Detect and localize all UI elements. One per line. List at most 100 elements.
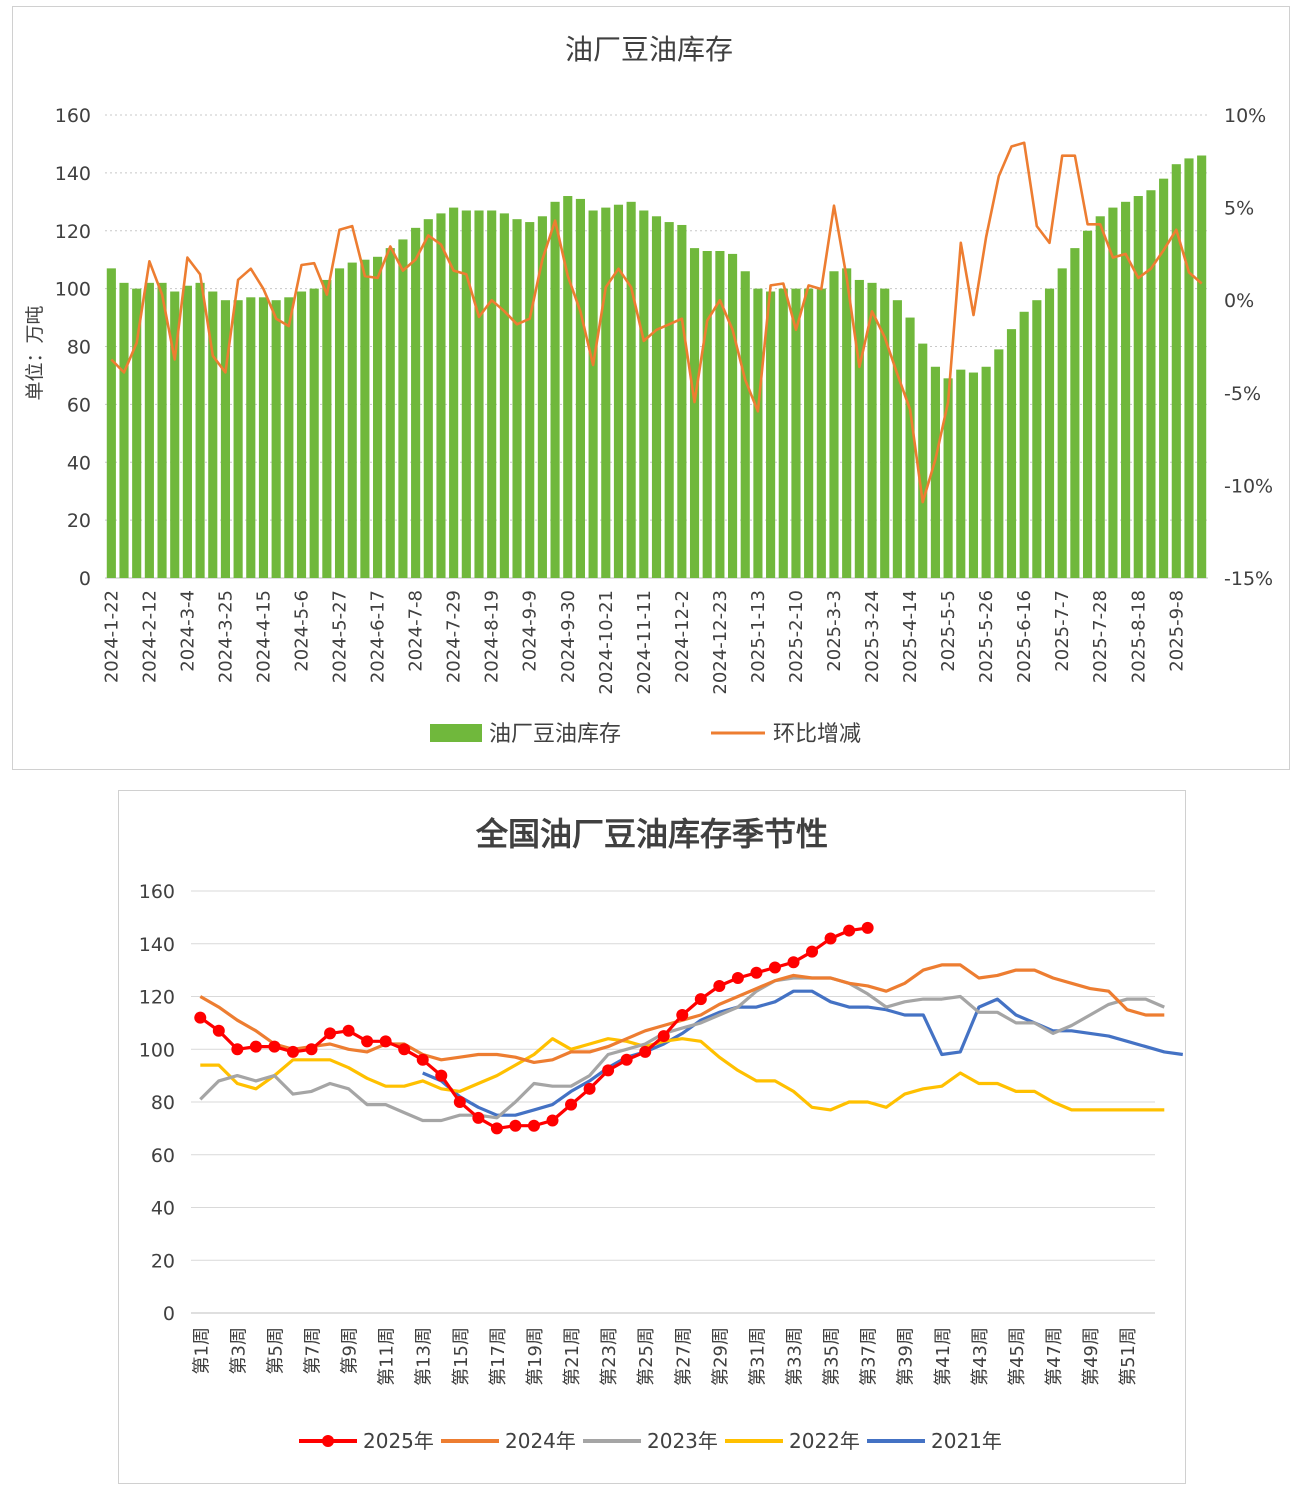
bar <box>233 300 243 578</box>
bar <box>373 256 383 578</box>
y2-tick-label: 0% <box>1224 290 1254 312</box>
bar <box>1146 190 1156 579</box>
bar <box>1044 288 1055 578</box>
chart-2-lines <box>194 921 1184 1135</box>
bar <box>296 291 307 578</box>
bar <box>715 251 725 578</box>
bar <box>550 201 560 578</box>
bar <box>182 285 192 578</box>
bar <box>411 227 421 578</box>
series-point-2025年 <box>416 1053 429 1066</box>
x-tick-label: 2025-2-10 <box>786 590 807 683</box>
bar <box>664 222 674 578</box>
bar <box>740 271 750 578</box>
bar <box>943 378 953 578</box>
x-tick-label: 2025-9-8 <box>1166 590 1187 672</box>
chart-1-legend: 油厂豆油库存 环比增减 <box>430 722 861 747</box>
bar <box>791 288 801 578</box>
legend-label-change: 环比增减 <box>773 722 861 747</box>
series-point-2025年 <box>194 1011 207 1024</box>
x-tick-label: 第25周 <box>636 1327 657 1386</box>
bar <box>563 196 573 578</box>
series-point-2025年 <box>268 1040 281 1053</box>
y2-tick-label: -15% <box>1224 568 1273 590</box>
bar <box>968 372 979 578</box>
x-tick-label: 2025-4-14 <box>900 590 921 683</box>
bar <box>284 297 294 578</box>
bar <box>487 210 497 578</box>
series-point-2025年 <box>768 961 781 974</box>
series-point-2025年 <box>472 1111 485 1124</box>
legend-label: 2021年 <box>931 1429 1002 1453</box>
bar <box>867 282 877 578</box>
bar <box>132 288 142 578</box>
series-point-2025年 <box>435 1069 448 1082</box>
bar <box>804 288 814 578</box>
bar <box>525 222 535 578</box>
series-point-2025年 <box>249 1040 262 1053</box>
bar <box>702 251 712 578</box>
legend-swatch-inventory <box>430 724 482 742</box>
y-tick-label: 40 <box>151 1198 175 1220</box>
x-tick-label: 2024-3-4 <box>177 590 198 672</box>
series-point-2025年 <box>342 1024 355 1037</box>
x-tick-label: 第37周 <box>859 1327 880 1386</box>
chart-2-gridlines <box>191 890 1155 1314</box>
bar <box>588 210 598 578</box>
x-tick-label: 第1周 <box>191 1327 212 1374</box>
bar <box>1159 178 1169 578</box>
x-tick-label: 2024-8-19 <box>482 590 503 683</box>
x-tick-label: 第27周 <box>673 1327 694 1386</box>
x-tick-label: 2024-6-17 <box>368 590 389 683</box>
bar <box>1133 196 1143 578</box>
y2-tick-label: 5% <box>1224 198 1254 220</box>
x-tick-label: 2025-5-5 <box>938 590 959 672</box>
bar <box>347 262 357 578</box>
chart-2-title: 全国油厂豆油库存季节性 <box>475 815 828 853</box>
bar <box>575 198 585 578</box>
legend-marker <box>322 1435 334 1447</box>
series-point-2025年 <box>379 1035 392 1048</box>
x-tick-label: 2024-1-22 <box>101 590 122 683</box>
x-tick-label: 第51周 <box>1118 1327 1139 1386</box>
series-line-2023年 <box>199 976 1165 1123</box>
bar <box>829 271 839 578</box>
series-point-2025年 <box>565 1098 578 1111</box>
x-tick-label: 第13周 <box>414 1327 435 1386</box>
x-tick-label: 2025-8-18 <box>1128 590 1149 683</box>
bar <box>360 259 370 578</box>
x-tick-label: 2025-7-28 <box>1090 590 1111 683</box>
y-tick-label: 160 <box>55 105 91 127</box>
series-point-2025年 <box>527 1119 540 1132</box>
bar <box>981 366 991 578</box>
bar <box>208 291 218 578</box>
series-point-2025年 <box>212 1024 225 1037</box>
x-tick-label: 2025-1-13 <box>748 590 769 683</box>
x-tick-label: 2024-7-8 <box>406 590 427 672</box>
chart-1-bars <box>106 155 1207 579</box>
y-tick-label: 60 <box>151 1145 175 1167</box>
legend-label: 2025年 <box>363 1429 434 1453</box>
series-point-2025年 <box>361 1035 374 1048</box>
x-tick-label: 第5周 <box>265 1327 286 1374</box>
x-tick-label: 2024-2-12 <box>139 590 160 683</box>
chart-1-x-ticks: 2024-1-22 2024-2-12 2024-3-4 2024-3-25 2024-… <box>101 590 1187 695</box>
series-point-2025年 <box>824 932 837 945</box>
bar <box>918 343 928 578</box>
chart-2-svg: 全国油厂豆油库存季节性 0 20 40 60 80 100 120 140 160 第1周 第3周… <box>139 815 1184 1453</box>
bar <box>322 279 332 578</box>
series-point-2025年 <box>750 966 763 979</box>
y-tick-label: 60 <box>67 394 91 416</box>
bar <box>778 288 788 578</box>
bar <box>119 282 129 578</box>
series-point-2025年 <box>861 921 874 934</box>
bar <box>499 213 509 578</box>
bar <box>398 239 408 578</box>
series-point-2025年 <box>713 979 726 992</box>
bar <box>144 282 154 578</box>
y-tick-label: 0 <box>79 568 91 590</box>
y-tick-label: 140 <box>55 163 91 185</box>
bar <box>334 268 345 578</box>
bar <box>689 248 700 579</box>
